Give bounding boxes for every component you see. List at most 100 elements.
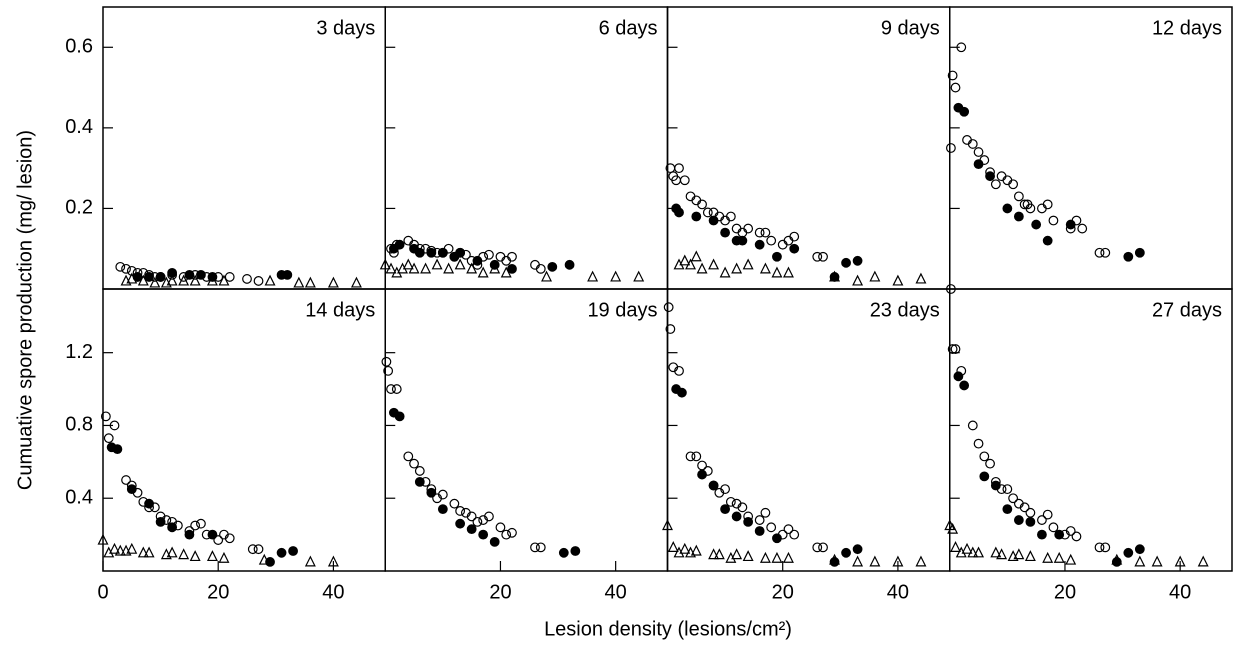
data-point	[564, 259, 575, 270]
data-point	[1071, 531, 1082, 542]
data-point	[350, 276, 362, 288]
data-point	[414, 466, 425, 476]
data-point	[691, 211, 702, 222]
data-point	[1054, 529, 1065, 540]
data-point	[385, 262, 397, 274]
data-point	[961, 542, 973, 554]
data-point	[478, 529, 489, 540]
data-point	[953, 371, 964, 382]
data-point	[892, 274, 904, 286]
data-point	[679, 542, 691, 554]
data-point	[443, 262, 455, 274]
data-point	[841, 257, 851, 268]
data-point	[720, 227, 731, 238]
data-point	[126, 484, 137, 495]
data-point	[772, 251, 782, 262]
data-point	[547, 261, 558, 272]
data-point	[1025, 516, 1036, 527]
data-point	[409, 458, 419, 469]
data-point	[541, 270, 553, 282]
data-point	[665, 324, 676, 334]
data-point	[950, 541, 961, 552]
data-point	[155, 516, 166, 527]
data-point	[472, 255, 483, 266]
data-point	[789, 243, 800, 254]
data-point	[304, 276, 316, 288]
data-point	[852, 255, 863, 266]
data-point	[789, 529, 800, 540]
data-point	[1025, 203, 1036, 214]
data-point	[455, 506, 466, 516]
panel-frame	[949, 288, 1233, 572]
data-point	[892, 555, 904, 567]
data-point	[947, 344, 958, 354]
data-point	[207, 529, 218, 540]
y-tick-label: 0.4	[65, 116, 93, 138]
data-point	[218, 274, 230, 286]
data-point	[667, 541, 679, 552]
data-point	[472, 516, 483, 527]
data-point	[812, 251, 823, 262]
data-point	[247, 544, 258, 555]
data-point	[708, 548, 720, 560]
data-point	[109, 542, 120, 554]
data-point	[915, 555, 927, 567]
data-point	[507, 527, 517, 538]
data-point	[818, 251, 828, 262]
data-point	[1197, 555, 1209, 567]
y-axis-label: Cumuative spore production (mg/ lesion)	[14, 130, 36, 490]
data-point	[327, 555, 339, 567]
data-point	[674, 163, 684, 174]
y-tick-label: 1.2	[65, 341, 93, 363]
data-point	[213, 535, 224, 545]
data-point	[258, 553, 270, 565]
data-point	[1002, 203, 1013, 214]
data-point	[184, 529, 195, 540]
data-point	[224, 533, 235, 544]
panel-title: 19 days	[587, 299, 657, 321]
data-point	[97, 533, 109, 545]
data-point	[771, 266, 783, 278]
data-point	[713, 548, 725, 560]
data-point	[126, 272, 138, 284]
data-point	[766, 522, 777, 533]
panel-title: 27 days	[1152, 299, 1222, 321]
data-point	[708, 258, 720, 270]
data-point	[950, 82, 961, 93]
data-point	[155, 272, 166, 282]
data-point	[702, 207, 713, 218]
data-point	[674, 365, 684, 376]
data-point	[852, 555, 864, 567]
data-point	[126, 542, 138, 554]
data-point	[772, 533, 782, 544]
panel-frame	[949, 6, 1233, 290]
data-point	[1037, 529, 1047, 540]
data-point	[454, 258, 466, 270]
data-point	[394, 239, 405, 250]
data-point	[149, 276, 161, 288]
data-point	[1094, 247, 1105, 258]
data-point	[112, 444, 123, 455]
panel-frame	[666, 6, 951, 290]
panel-title: 9 days	[881, 17, 940, 39]
data-point	[455, 518, 466, 529]
data-point	[495, 522, 506, 533]
data-point	[167, 522, 178, 533]
data-point	[489, 262, 501, 274]
data-point	[196, 518, 206, 529]
data-point	[530, 542, 540, 553]
data-point	[973, 438, 984, 449]
data-point	[327, 276, 339, 288]
data-point	[956, 42, 967, 53]
x-tick-label: 40	[322, 581, 344, 603]
data-point	[166, 546, 178, 558]
data-point	[431, 258, 443, 270]
data-point	[477, 266, 489, 278]
data-point	[196, 270, 206, 280]
data-point	[500, 266, 512, 278]
data-point	[507, 251, 517, 262]
data-point	[288, 546, 298, 556]
data-point	[967, 546, 979, 558]
data-point	[1134, 544, 1145, 555]
data-point	[189, 550, 201, 562]
